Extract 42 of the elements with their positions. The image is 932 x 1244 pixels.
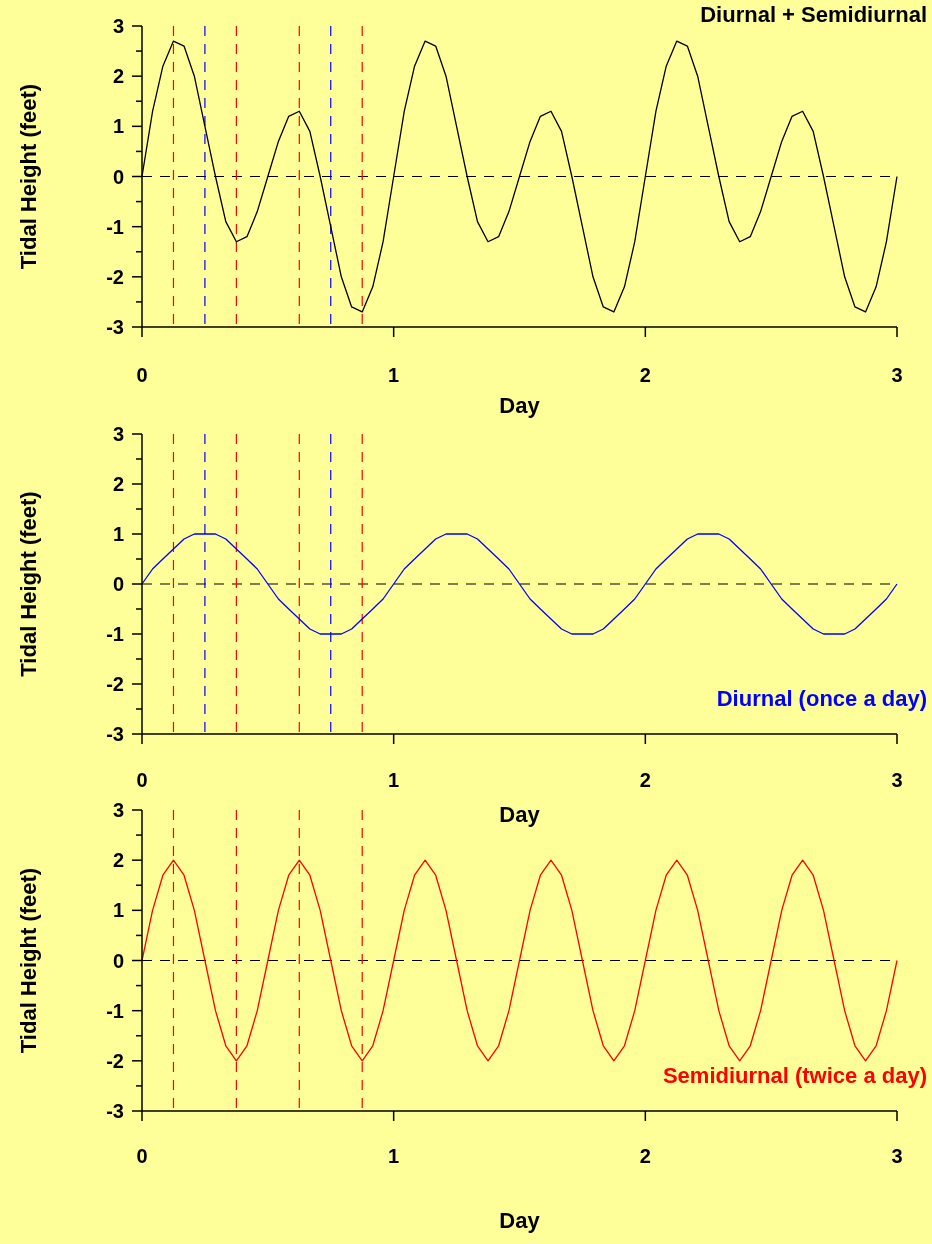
x-tick-label: 2 bbox=[639, 1145, 651, 1167]
x-axis-title: Day bbox=[499, 393, 541, 418]
y-tick-label: 2 bbox=[112, 65, 124, 88]
x-axis-title: Day bbox=[499, 802, 541, 827]
x-tick-label: 1 bbox=[388, 364, 400, 386]
y-tick-label: 1 bbox=[112, 115, 124, 138]
y-tick-label: 3 bbox=[112, 423, 124, 445]
y-tick-label: 1 bbox=[112, 523, 124, 545]
y-tick-label: -1 bbox=[106, 623, 124, 645]
y-tick-label: 3 bbox=[112, 15, 124, 37]
x-tick-label: 1 bbox=[388, 1145, 400, 1167]
y-axis-title: Tidal Height (feet) bbox=[16, 491, 41, 677]
y-tick-label: 0 bbox=[112, 573, 124, 595]
y-tick-label: -1 bbox=[106, 215, 124, 238]
y-axis-title: Tidal Height (feet) bbox=[16, 83, 41, 270]
x-tick-label: 3 bbox=[891, 364, 903, 386]
x-tick-label: 0 bbox=[136, 1145, 148, 1167]
y-tick-label: -3 bbox=[106, 1100, 124, 1122]
series-label: Semidiurnal (twice a day) bbox=[662, 1063, 927, 1088]
y-tick-label: 1 bbox=[112, 899, 124, 922]
x-tick-label: 1 bbox=[388, 769, 400, 791]
x-tick-label: 2 bbox=[639, 364, 651, 386]
y-tick-label: 0 bbox=[112, 165, 124, 188]
x-tick-label: 2 bbox=[639, 769, 651, 791]
x-tick-label: 0 bbox=[136, 769, 148, 791]
y-tick-label: 0 bbox=[112, 949, 124, 972]
y-tick-label: 2 bbox=[112, 473, 124, 495]
y-tick-label: -2 bbox=[106, 265, 124, 288]
x-axis-title: Day bbox=[499, 1208, 541, 1233]
y-tick-label: -2 bbox=[106, 1049, 124, 1072]
y-tick-label: -1 bbox=[106, 999, 124, 1022]
y-tick-label: 3 bbox=[112, 799, 124, 821]
x-tick-label: 0 bbox=[136, 364, 148, 386]
series-label: Diurnal + Semidiurnal bbox=[700, 2, 927, 27]
x-tick-label: 3 bbox=[891, 1145, 903, 1167]
y-tick-label: -2 bbox=[106, 673, 124, 695]
y-tick-label: 2 bbox=[112, 849, 124, 872]
y-axis-title: Tidal Height (feet) bbox=[16, 867, 41, 1054]
y-tick-label: -3 bbox=[106, 316, 124, 338]
text: Diurnal (once a day) bbox=[716, 686, 927, 711]
x-tick-label: 3 bbox=[891, 769, 903, 791]
y-tick-label: -3 bbox=[106, 723, 124, 745]
